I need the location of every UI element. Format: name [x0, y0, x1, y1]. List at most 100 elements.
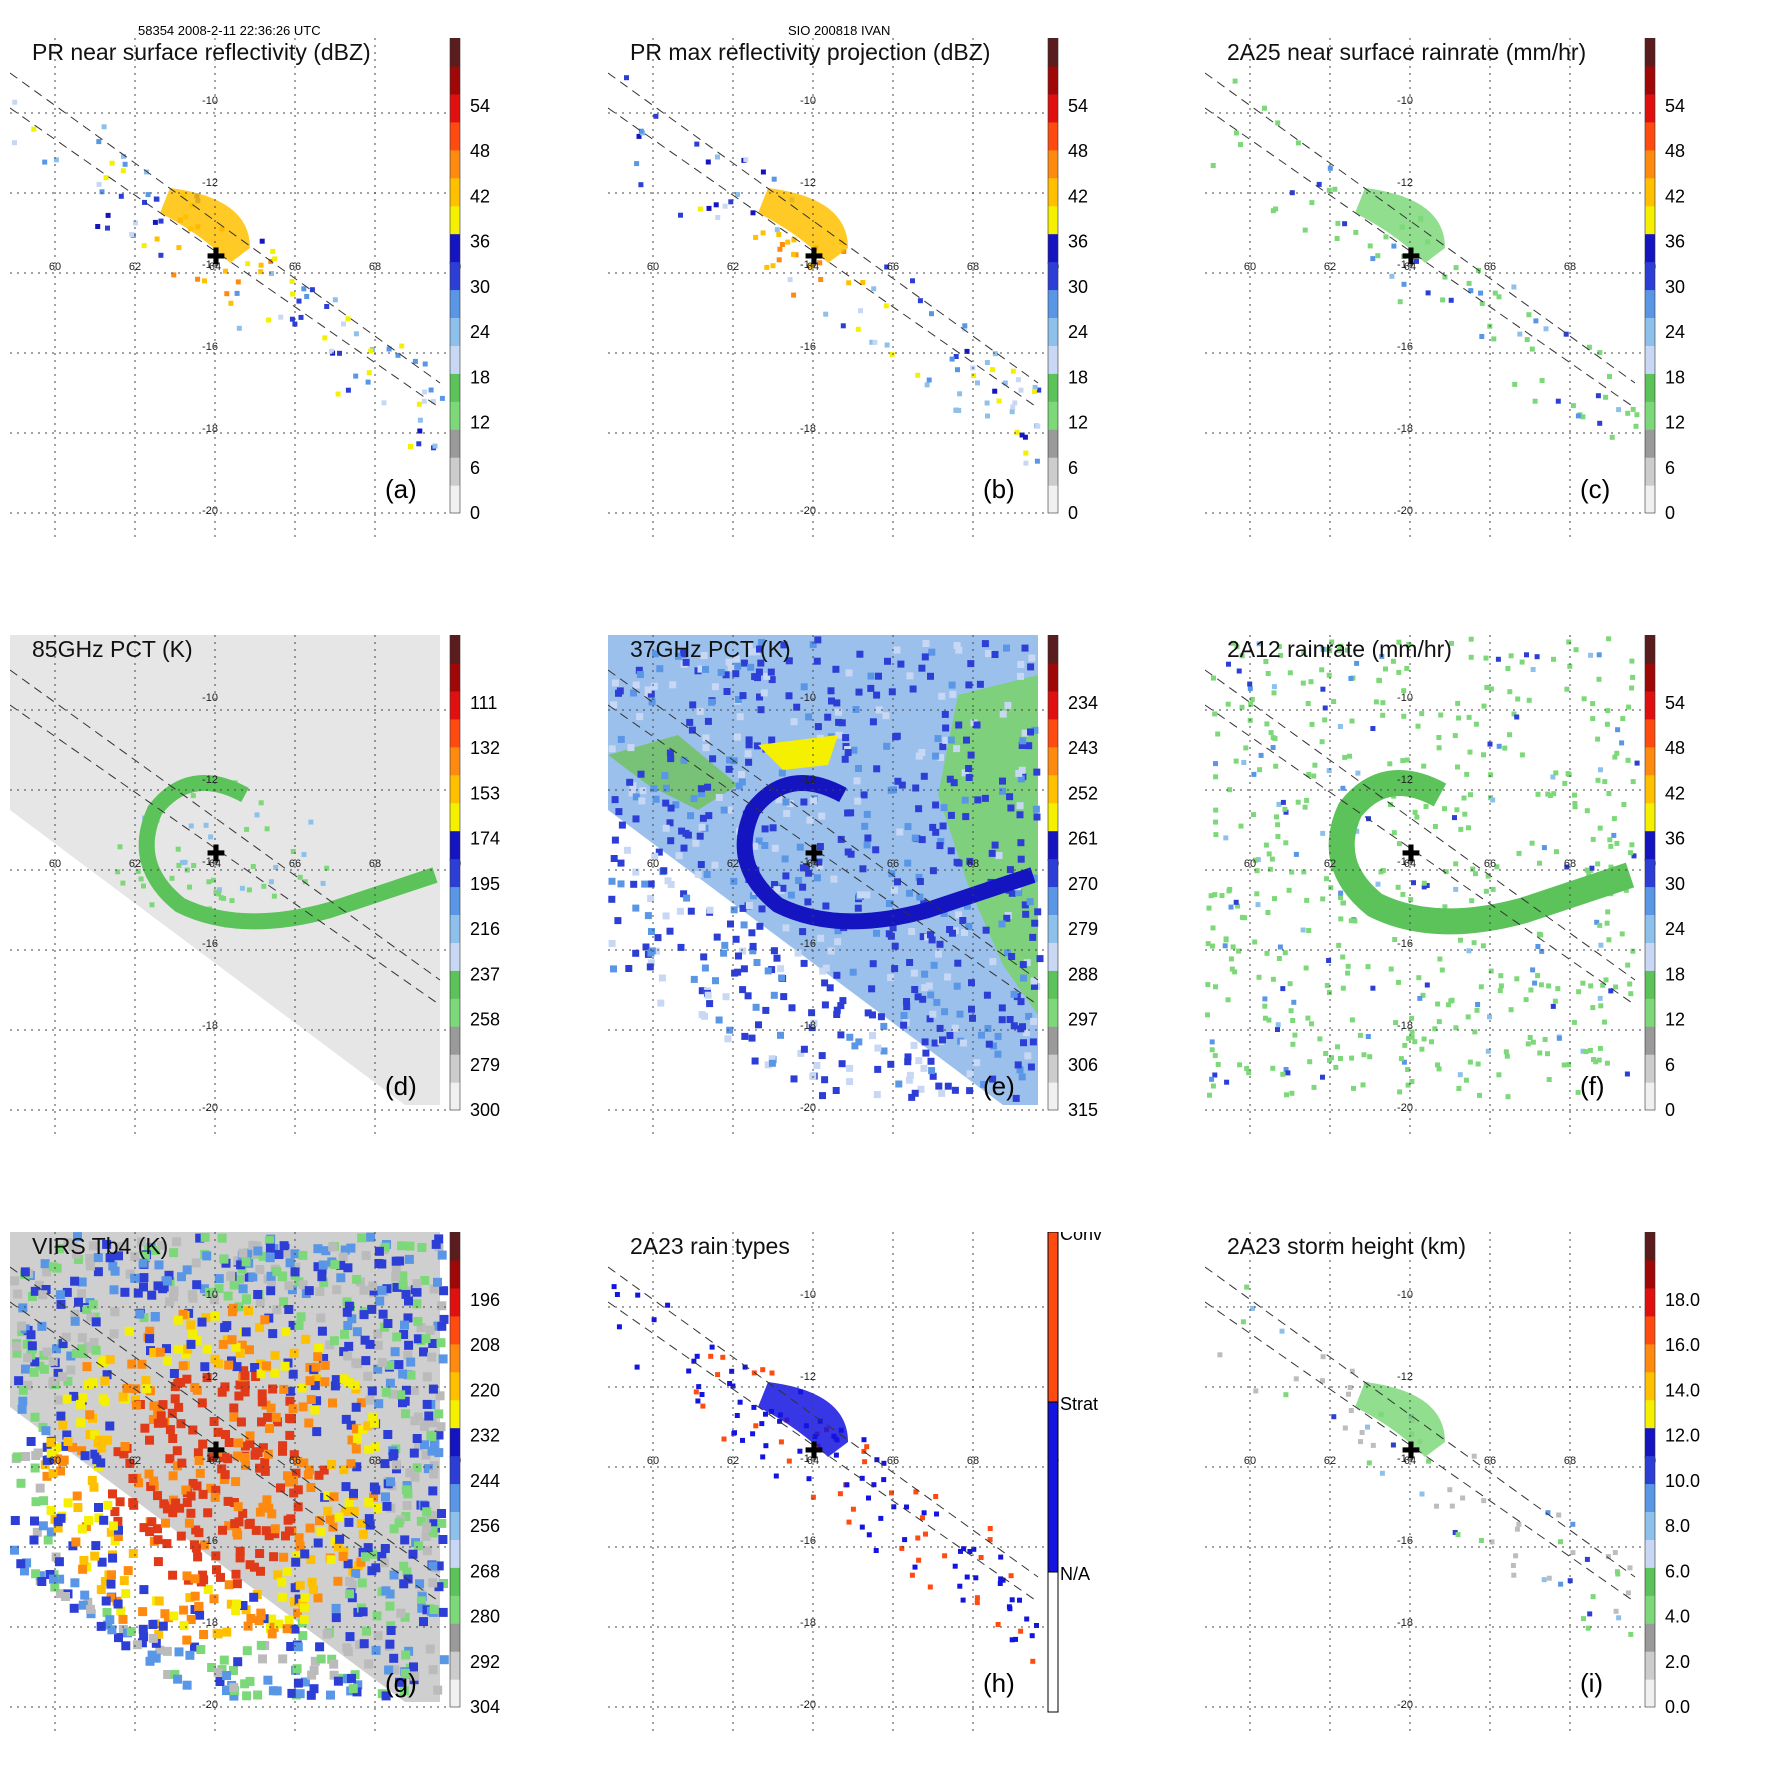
colorbar-label: 279 — [470, 1055, 500, 1075]
lon-tick: 68 — [369, 261, 381, 273]
lat-tick: -12 — [800, 1371, 816, 1383]
colorbar-c: 0 6 12 18 24 30 36 42 48 54 — [1644, 38, 1685, 523]
panel-title: 2A12 rainrate (mm/hr) — [1227, 636, 1452, 662]
colorbar-label: 48 — [1665, 738, 1685, 758]
colorbar-label: 12 — [1068, 413, 1088, 433]
colorbar-label: 0 — [1665, 503, 1675, 523]
colorbar-g: 304 292 280 268 256 244 232 220 208 196 — [449, 1232, 500, 1717]
colorbar-label: 232 — [470, 1426, 500, 1446]
colorbar-label: 6 — [470, 458, 480, 478]
colorbar-label: 36 — [1665, 232, 1685, 252]
colorbar-label: 208 — [470, 1335, 500, 1355]
colorbar-label: 18 — [1068, 367, 1088, 387]
colorbar-label: 36 — [470, 232, 490, 252]
lon-tick: 64 — [807, 1455, 819, 1467]
lat-tick: -18 — [800, 423, 816, 435]
lat-tick: -20 — [202, 505, 218, 517]
panel-title: 2A25 near surface rainrate (mm/hr) — [1227, 39, 1586, 65]
lat-tick: -14 — [202, 259, 218, 271]
panel-label: (b) — [983, 474, 1015, 504]
lon-tick: 64 — [1404, 858, 1416, 870]
map-plot-h: 606264666870-10-12-14-16-18-20✚2A23 rain… — [608, 1232, 1102, 1732]
lat-tick: -14 — [800, 1453, 816, 1465]
colorbar-label: 261 — [1068, 829, 1098, 849]
lat-tick: -10 — [1397, 1289, 1413, 1301]
colorbar-label: 258 — [470, 1010, 500, 1030]
lon-tick: 62 — [129, 1455, 141, 1467]
lat-tick: -20 — [1397, 1102, 1413, 1114]
colorbar-label: 268 — [470, 1561, 500, 1581]
map-plot-e: 606264666870-10-12-14-16-18-20✚37GHz PCT… — [608, 635, 1098, 1135]
lat-tick: -18 — [202, 1617, 218, 1629]
lat-tick: -12 — [202, 177, 218, 189]
lon-tick: 60 — [647, 858, 659, 870]
lat-tick: -10 — [202, 95, 218, 107]
panel-label: (g) — [385, 1668, 417, 1698]
lon-tick: 62 — [727, 858, 739, 870]
colorbar-label: 30 — [1665, 277, 1685, 297]
colorbar-label: 196 — [470, 1290, 500, 1310]
lon-tick: 62 — [1324, 858, 1336, 870]
colorbar-h: N/A Strat Conv — [1047, 1232, 1102, 1713]
lon-tick: 60 — [1244, 1455, 1256, 1467]
panel-h: 606264666870-10-12-14-16-18-20✚2A23 rain… — [608, 1232, 1198, 1772]
colorbar-label: 270 — [1068, 874, 1098, 894]
colorbar-label: 12 — [470, 413, 490, 433]
lat-tick: -18 — [800, 1617, 816, 1629]
lon-tick: 68 — [967, 858, 979, 870]
map-plot-f: 606264666870-10-12-14-16-18-20✚2A12 rain… — [1205, 635, 1685, 1135]
lon-tick: 68 — [967, 261, 979, 273]
lat-tick: -20 — [800, 505, 816, 517]
colorbar-b: 0 6 12 18 24 30 36 42 48 54 — [1047, 38, 1088, 523]
lat-tick: -16 — [202, 341, 218, 353]
lat-tick: -16 — [1397, 341, 1413, 353]
lat-tick: -18 — [800, 1020, 816, 1032]
map-field-h — [611, 1284, 1039, 1664]
panel-title: PR max reflectivity projection (dBZ) — [630, 39, 990, 65]
panel-e: 606264666870-10-12-14-16-18-20✚37GHz PCT… — [608, 635, 1198, 1175]
lat-tick: -20 — [1397, 505, 1413, 517]
colorbar-label: 18 — [1665, 367, 1685, 387]
lon-tick: 66 — [289, 1455, 301, 1467]
colorbar-label: 12.0 — [1665, 1426, 1700, 1446]
lon-tick: 64 — [1404, 1455, 1416, 1467]
lon-tick: 62 — [129, 261, 141, 273]
colorbar-label: 42 — [1665, 186, 1685, 206]
colorbar-label: 48 — [1068, 141, 1088, 161]
graticule-c — [1205, 38, 1645, 538]
panel-label: (e) — [983, 1071, 1015, 1101]
colorbar-label: 0.0 — [1665, 1697, 1690, 1717]
lon-tick: 60 — [49, 1455, 61, 1467]
colorbar-label: 6.0 — [1665, 1561, 1690, 1581]
lon-tick: 66 — [1484, 1455, 1496, 1467]
map-field-b — [624, 75, 1042, 466]
colorbar-label: 300 — [470, 1100, 500, 1120]
lon-tick: 66 — [289, 261, 301, 273]
lat-tick: -18 — [1397, 1020, 1413, 1032]
colorbar-label: 54 — [1665, 96, 1685, 116]
colorbar-label: 30 — [470, 277, 490, 297]
lon-tick: 68 — [967, 1455, 979, 1467]
colorbar-label: 42 — [1665, 783, 1685, 803]
colorbar-label: 292 — [470, 1652, 500, 1672]
colorbar-label: 234 — [1068, 693, 1098, 713]
storm-center-icon: ✚ — [207, 244, 225, 269]
panel-g: 606264666870-10-12-14-16-18-20✚VIRS Tb4 … — [10, 1232, 600, 1772]
lon-tick: 64 — [209, 1455, 221, 1467]
graticule-b — [608, 38, 1048, 538]
lon-tick: 68 — [1564, 858, 1576, 870]
colorbar-label: 24 — [1665, 919, 1685, 939]
colorbar-label: 6 — [1068, 458, 1078, 478]
storm-center-icon: ✚ — [805, 1438, 823, 1463]
lat-tick: -14 — [1397, 856, 1413, 868]
lon-tick: 68 — [1564, 261, 1576, 273]
colorbar-label: 30 — [1665, 874, 1685, 894]
lat-tick: -14 — [1397, 1453, 1413, 1465]
lat-tick: -16 — [800, 1535, 816, 1547]
colorbar-label: 24 — [1665, 322, 1685, 342]
lon-tick: 64 — [209, 858, 221, 870]
lat-tick: -14 — [1397, 259, 1413, 271]
colorbar-a: 0 6 12 18 24 30 36 42 48 54 — [449, 38, 490, 523]
panel-title: 2A23 storm height (km) — [1227, 1233, 1466, 1259]
lat-tick: -20 — [202, 1102, 218, 1114]
